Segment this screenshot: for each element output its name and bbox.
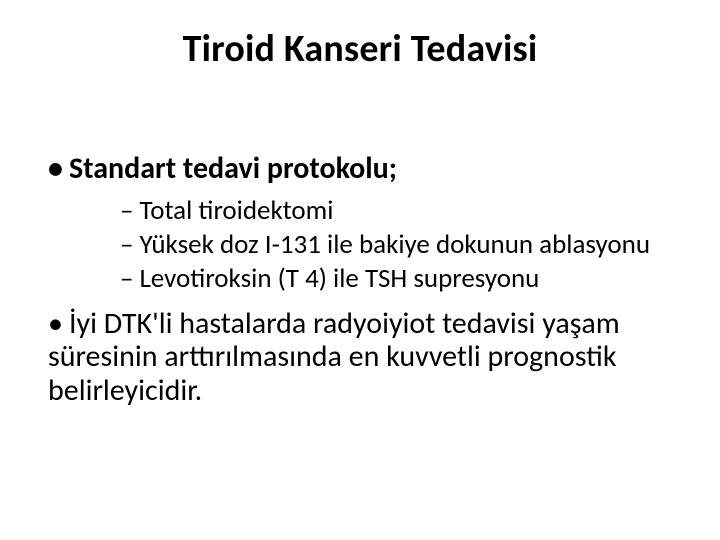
sub-item-text: Yüksek doz I-131 ile bakiye dokunun abla… bbox=[139, 228, 650, 261]
dash-marker: – bbox=[120, 228, 133, 261]
dash-marker: – bbox=[120, 262, 133, 295]
bullet-marker: • bbox=[48, 305, 63, 342]
sub-bullet-list: –Total tiroidektomi –Yüksek doz I-131 il… bbox=[40, 195, 680, 295]
bullet-conclusion: •İyi DTK'li hastalarda radyoiyiot tedavi… bbox=[40, 307, 680, 408]
sub-item-text: Total tiroidektomi bbox=[139, 194, 333, 227]
slide: Tiroid Kanseri Tedavisi •Standart tedavi… bbox=[0, 0, 720, 540]
sub-item: –Total tiroidektomi bbox=[120, 195, 680, 227]
bullet-text: İyi DTK'li hastalarda radyoiyiot tedavis… bbox=[48, 305, 620, 409]
dash-marker: – bbox=[120, 194, 133, 227]
bullet-standard-protocol: •Standart tedavi protokolu; bbox=[40, 150, 680, 187]
bullet-marker: • bbox=[48, 150, 63, 187]
sub-item-text: Levotiroksin (T 4) ile TSH supresyonu bbox=[139, 262, 539, 295]
bullet-text: Standart tedavi protokolu; bbox=[69, 150, 397, 187]
slide-title: Tiroid Kanseri Tedavisi bbox=[40, 26, 680, 72]
sub-item: –Levotiroksin (T 4) ile TSH supresyonu bbox=[120, 263, 680, 295]
sub-item: –Yüksek doz I-131 ile bakiye dokunun abl… bbox=[120, 229, 680, 261]
